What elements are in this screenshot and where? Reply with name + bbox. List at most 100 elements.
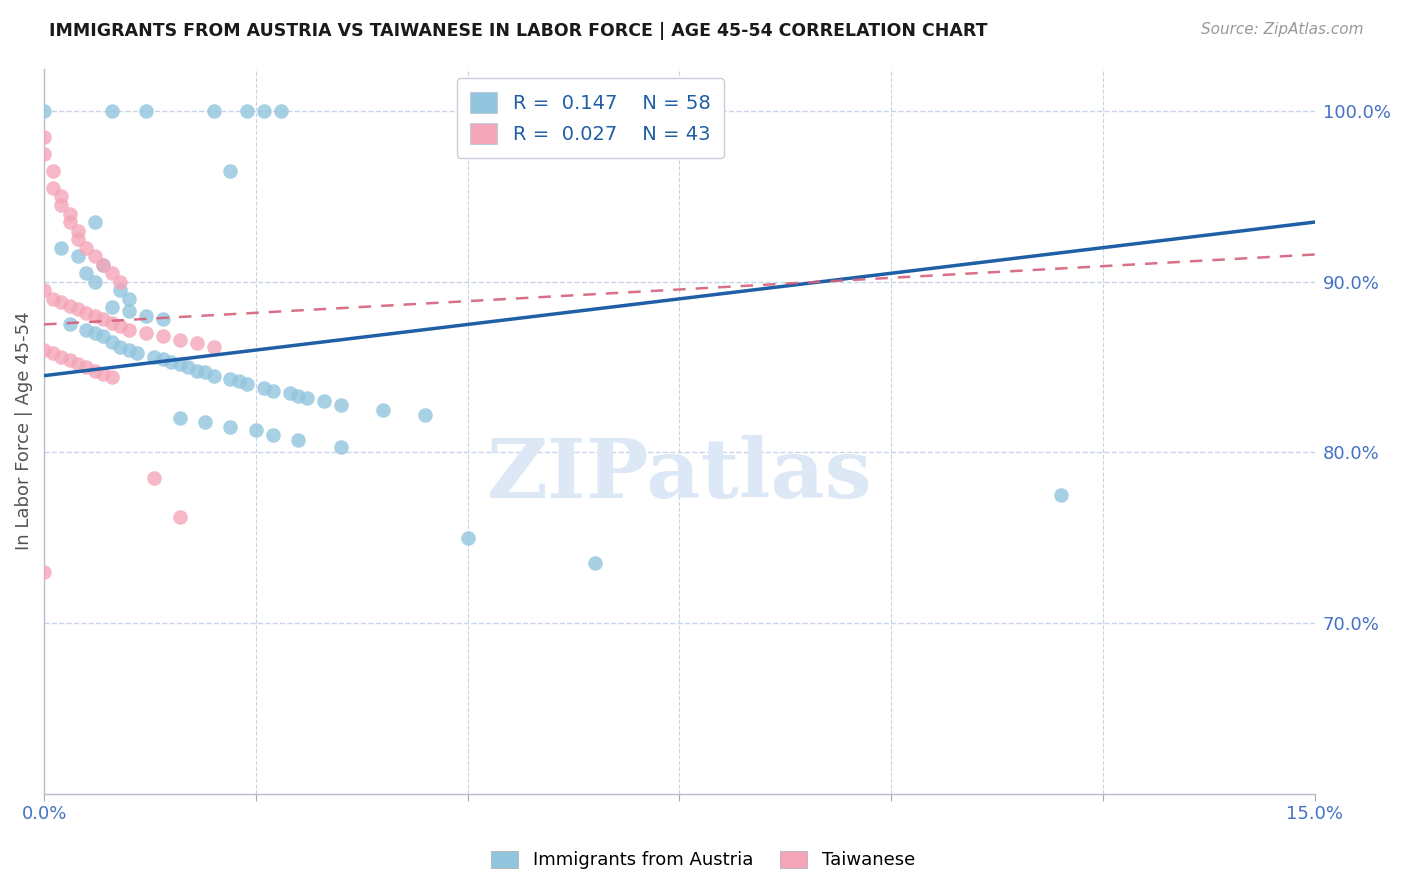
Point — [93, 329, 115, 343]
Point — [245, 423, 267, 437]
Point — [160, 355, 183, 369]
Text: Source: ZipAtlas.com: Source: ZipAtlas.com — [1201, 22, 1364, 37]
Point — [84, 215, 107, 229]
Point — [253, 104, 276, 119]
Point — [177, 360, 200, 375]
Point — [110, 319, 132, 334]
Point — [101, 370, 124, 384]
Point — [93, 312, 115, 326]
Point — [41, 181, 63, 195]
Legend: R =  0.147    N = 58, R =  0.027    N = 43: R = 0.147 N = 58, R = 0.027 N = 43 — [457, 78, 724, 158]
Point — [84, 309, 107, 323]
Point — [143, 350, 166, 364]
Point — [194, 415, 217, 429]
Point — [228, 374, 250, 388]
Point — [58, 206, 80, 220]
Point — [135, 104, 157, 119]
Point — [101, 266, 124, 280]
Point — [143, 471, 166, 485]
Point — [49, 241, 72, 255]
Point — [413, 408, 436, 422]
Point — [202, 368, 225, 383]
Point — [49, 295, 72, 310]
Point — [110, 340, 132, 354]
Point — [41, 164, 63, 178]
Point — [101, 316, 124, 330]
Point — [219, 372, 242, 386]
Point — [118, 292, 141, 306]
Point — [135, 326, 157, 340]
Point — [41, 346, 63, 360]
Point — [202, 104, 225, 119]
Point — [66, 224, 89, 238]
Point — [152, 329, 174, 343]
Point — [169, 411, 191, 425]
Point — [49, 198, 72, 212]
Point — [583, 557, 606, 571]
Point — [169, 357, 191, 371]
Point — [66, 232, 89, 246]
Point — [84, 275, 107, 289]
Point — [202, 340, 225, 354]
Point — [66, 357, 89, 371]
Point — [32, 129, 55, 144]
Text: IMMIGRANTS FROM AUSTRIA VS TAIWANESE IN LABOR FORCE | AGE 45-54 CORRELATION CHAR: IMMIGRANTS FROM AUSTRIA VS TAIWANESE IN … — [49, 22, 987, 40]
Point — [1049, 488, 1071, 502]
Point — [135, 309, 157, 323]
Point — [270, 104, 292, 119]
Point — [93, 258, 115, 272]
Point — [110, 283, 132, 297]
Point — [287, 389, 309, 403]
Point — [75, 241, 97, 255]
Point — [253, 381, 276, 395]
Point — [93, 258, 115, 272]
Point — [329, 440, 352, 454]
Point — [262, 428, 284, 442]
Point — [58, 299, 80, 313]
Point — [101, 301, 124, 315]
Point — [75, 305, 97, 319]
Point — [312, 394, 335, 409]
Point — [49, 350, 72, 364]
Point — [152, 312, 174, 326]
Point — [169, 510, 191, 524]
Point — [32, 565, 55, 579]
Point — [101, 104, 124, 119]
Point — [152, 351, 174, 366]
Point — [75, 360, 97, 375]
Point — [118, 303, 141, 318]
Text: ZIPatlas: ZIPatlas — [486, 434, 872, 515]
Y-axis label: In Labor Force | Age 45-54: In Labor Force | Age 45-54 — [15, 312, 32, 550]
Point — [127, 346, 149, 360]
Point — [236, 377, 259, 392]
Point — [75, 266, 97, 280]
Point — [194, 365, 217, 379]
Point — [32, 146, 55, 161]
Point — [58, 353, 80, 368]
Point — [32, 104, 55, 119]
Point — [84, 249, 107, 263]
Point — [32, 343, 55, 357]
Point — [32, 283, 55, 297]
Point — [118, 322, 141, 336]
Point — [66, 249, 89, 263]
Point — [101, 334, 124, 349]
Point — [118, 343, 141, 357]
Point — [219, 420, 242, 434]
Point — [66, 302, 89, 317]
Point — [49, 189, 72, 203]
Point — [110, 275, 132, 289]
Point — [457, 531, 479, 545]
Point — [186, 336, 208, 351]
Point — [84, 326, 107, 340]
Point — [169, 333, 191, 347]
Point — [236, 104, 259, 119]
Point — [186, 363, 208, 377]
Point — [262, 384, 284, 398]
Point — [58, 318, 80, 332]
Point — [58, 215, 80, 229]
Point — [41, 292, 63, 306]
Point — [219, 164, 242, 178]
Point — [329, 398, 352, 412]
Point — [287, 434, 309, 448]
